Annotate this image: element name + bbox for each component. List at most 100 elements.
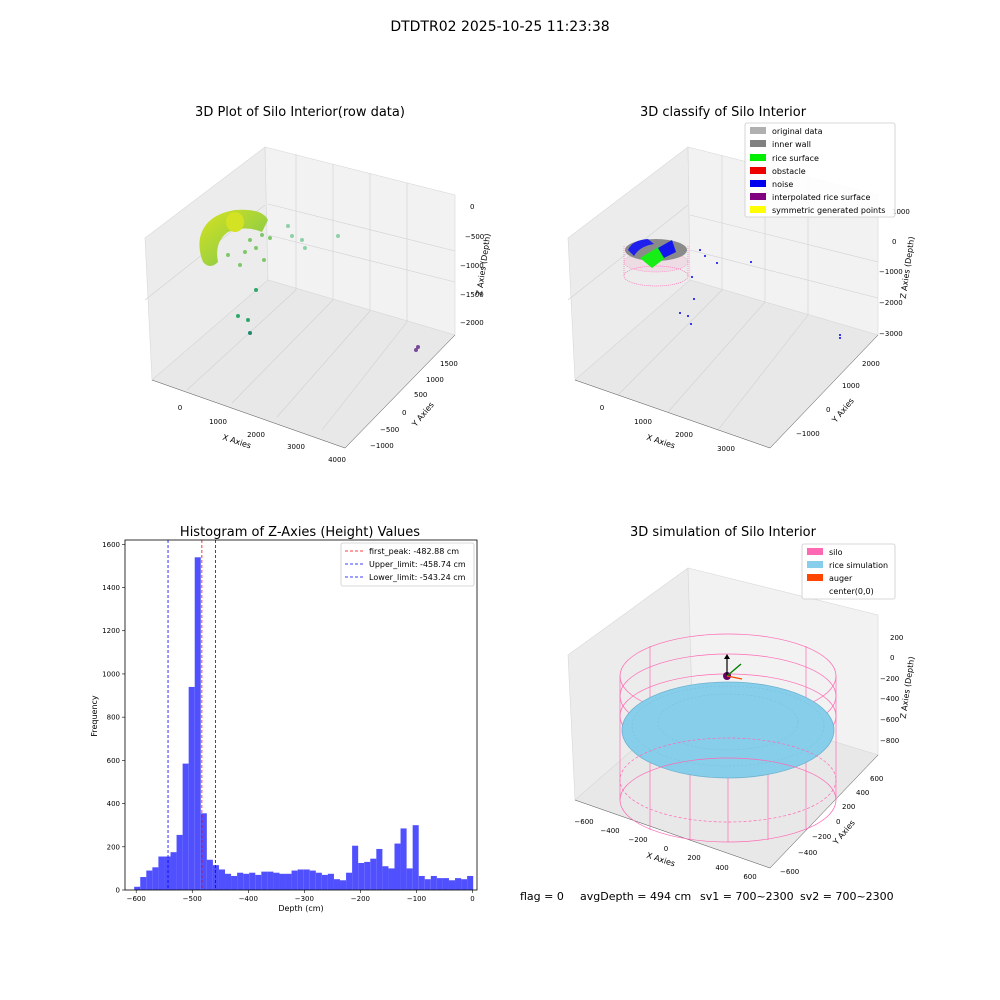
sim-ytick: 200 xyxy=(842,803,855,811)
sim-ytick: 600 xyxy=(870,775,883,783)
legend-swatch-symmetric xyxy=(750,206,766,213)
rice-simulation-surface xyxy=(621,681,835,779)
histogram-bar xyxy=(461,879,468,890)
histogram-bar xyxy=(382,866,389,890)
histogram-bar xyxy=(170,852,177,890)
legend-swatch-interpolated xyxy=(750,193,766,200)
legend-label: interpolated rice surface xyxy=(772,193,870,202)
histogram-bar xyxy=(394,843,401,890)
legend-label: silo xyxy=(829,548,843,557)
sim-ztick: −800 xyxy=(880,737,899,745)
sv2-text: sv2 = 700~2300 xyxy=(800,890,894,903)
histogram-bar xyxy=(231,875,238,890)
histogram-bar xyxy=(406,868,413,890)
classify-ytick: 1000 xyxy=(842,382,860,390)
histogram-bar xyxy=(140,877,147,890)
raw-ytick: −500 xyxy=(380,426,399,434)
histogram-bar xyxy=(436,878,443,890)
histogram-bar xyxy=(273,872,280,890)
sim-ztick: 0 xyxy=(890,654,894,662)
raw-xtick: 1000 xyxy=(209,418,227,426)
panel-simulation-title: 3D simulation of Silo Interior xyxy=(630,525,817,540)
histogram-bar xyxy=(448,880,456,890)
simulation-xlabel: X Axies xyxy=(645,851,676,869)
classify-ztick: 0 xyxy=(892,238,896,246)
histogram-bar xyxy=(212,865,219,890)
panel-histogram: Histogram of Z-Axies (Height) Values −60… xyxy=(90,525,478,913)
histogram-bar xyxy=(321,874,328,890)
histogram-bar xyxy=(418,875,425,890)
sim-xtick: −200 xyxy=(628,836,647,844)
histogram-legend-label: Lower_limit: -543.24 cm xyxy=(369,573,466,582)
histogram-bar xyxy=(340,880,347,890)
histogram-bar xyxy=(467,875,474,890)
classify-x-ticks: 0 1000 2000 3000 xyxy=(600,404,735,453)
avg-depth-text: avgDepth = 494 cm xyxy=(580,890,691,903)
sim-xtick: 400 xyxy=(715,864,728,872)
histogram-bar xyxy=(134,886,141,890)
histogram-ytick-label: 1200 xyxy=(102,627,120,635)
raw-ztick: −1500 xyxy=(460,291,484,299)
raw-y-ticks: −1000 −500 0 500 1000 1500 xyxy=(370,360,458,450)
histogram-bar xyxy=(261,871,268,890)
histogram-bar xyxy=(303,869,310,890)
legend-label: center(0,0) xyxy=(829,587,874,596)
histogram-bar xyxy=(412,825,419,890)
classify-legend: original data inner wall rice surface ob… xyxy=(744,122,896,218)
raw-ztick: −1000 xyxy=(460,262,484,270)
histogram-bar xyxy=(158,856,165,890)
raw-ytick: −1000 xyxy=(370,442,394,450)
histogram-bar xyxy=(206,859,213,890)
histogram-bar xyxy=(194,557,201,890)
legend-label: obstacle xyxy=(772,167,806,176)
histogram-ytick-label: 800 xyxy=(107,714,120,722)
sim-xtick: 600 xyxy=(743,873,756,881)
legend-label: inner wall xyxy=(772,140,811,149)
histogram-bar xyxy=(279,873,286,890)
legend-swatch-noise xyxy=(750,180,766,187)
classify-xtick: 1000 xyxy=(634,418,652,426)
sim-ytick: −200 xyxy=(812,833,831,841)
classify-xtick: 2000 xyxy=(675,431,693,439)
sim-ztick: 200 xyxy=(890,634,903,642)
histogram-y-ticks: 0 200 400 600 800 1000 1200 1400 1600 xyxy=(102,541,125,895)
histogram-bar xyxy=(200,813,207,890)
histogram-ylabel: Frequency xyxy=(90,695,99,737)
histogram-bar xyxy=(249,872,256,890)
legend-swatch-obstacle xyxy=(750,167,766,174)
sim-ytick: −400 xyxy=(798,849,817,857)
histogram-bar xyxy=(327,873,334,890)
classify-ztick: −2000 xyxy=(879,299,903,307)
silo-wireframe-front xyxy=(619,737,837,843)
classify-xtick: 0 xyxy=(600,404,604,412)
histogram-bar xyxy=(352,845,359,890)
legend-swatch-original-data xyxy=(750,127,766,134)
classify-ztick: −3000 xyxy=(879,330,903,338)
histogram-xtick-label: −400 xyxy=(239,895,258,903)
histogram-bar xyxy=(442,878,449,890)
histogram-bars xyxy=(134,557,474,890)
legend-swatch-rice-surface xyxy=(750,154,766,161)
simulation-z-ticks: 200 0 −200 −400 −600 −800 xyxy=(880,634,903,745)
histogram-bar xyxy=(267,871,274,890)
histogram-ytick-label: 200 xyxy=(107,843,120,851)
histogram-ytick-label: 1600 xyxy=(102,541,120,549)
panel-simulation: 3D simulation of Silo Interior xyxy=(567,525,916,881)
raw-ytick: 0 xyxy=(402,409,406,417)
sv1-text: sv1 = 700~2300 xyxy=(700,890,794,903)
histogram-bar xyxy=(237,872,244,890)
classify-ztick: −1000 xyxy=(879,268,903,276)
histogram-bar xyxy=(176,834,183,890)
panel-raw-data: 3D Plot of Silo Interior(row data) xyxy=(144,105,492,464)
sim-ztick: −200 xyxy=(880,675,899,683)
classify-xtick: 3000 xyxy=(717,445,735,453)
simulation-x-ticks: −600 −400 −200 0 200 400 600 xyxy=(574,818,756,881)
sim-xtick: −400 xyxy=(600,827,619,835)
raw-ztick: −2000 xyxy=(460,319,484,327)
legend-swatch-center xyxy=(807,587,823,594)
histogram-bar xyxy=(400,828,407,890)
classify-ytick: 2000 xyxy=(862,360,880,368)
histogram-x-ticks: −600 −500 −400 −300 −200 −100 0 xyxy=(127,890,475,903)
classify-z-ticks: 1000 0 −1000 −2000 −3000 xyxy=(879,208,910,338)
